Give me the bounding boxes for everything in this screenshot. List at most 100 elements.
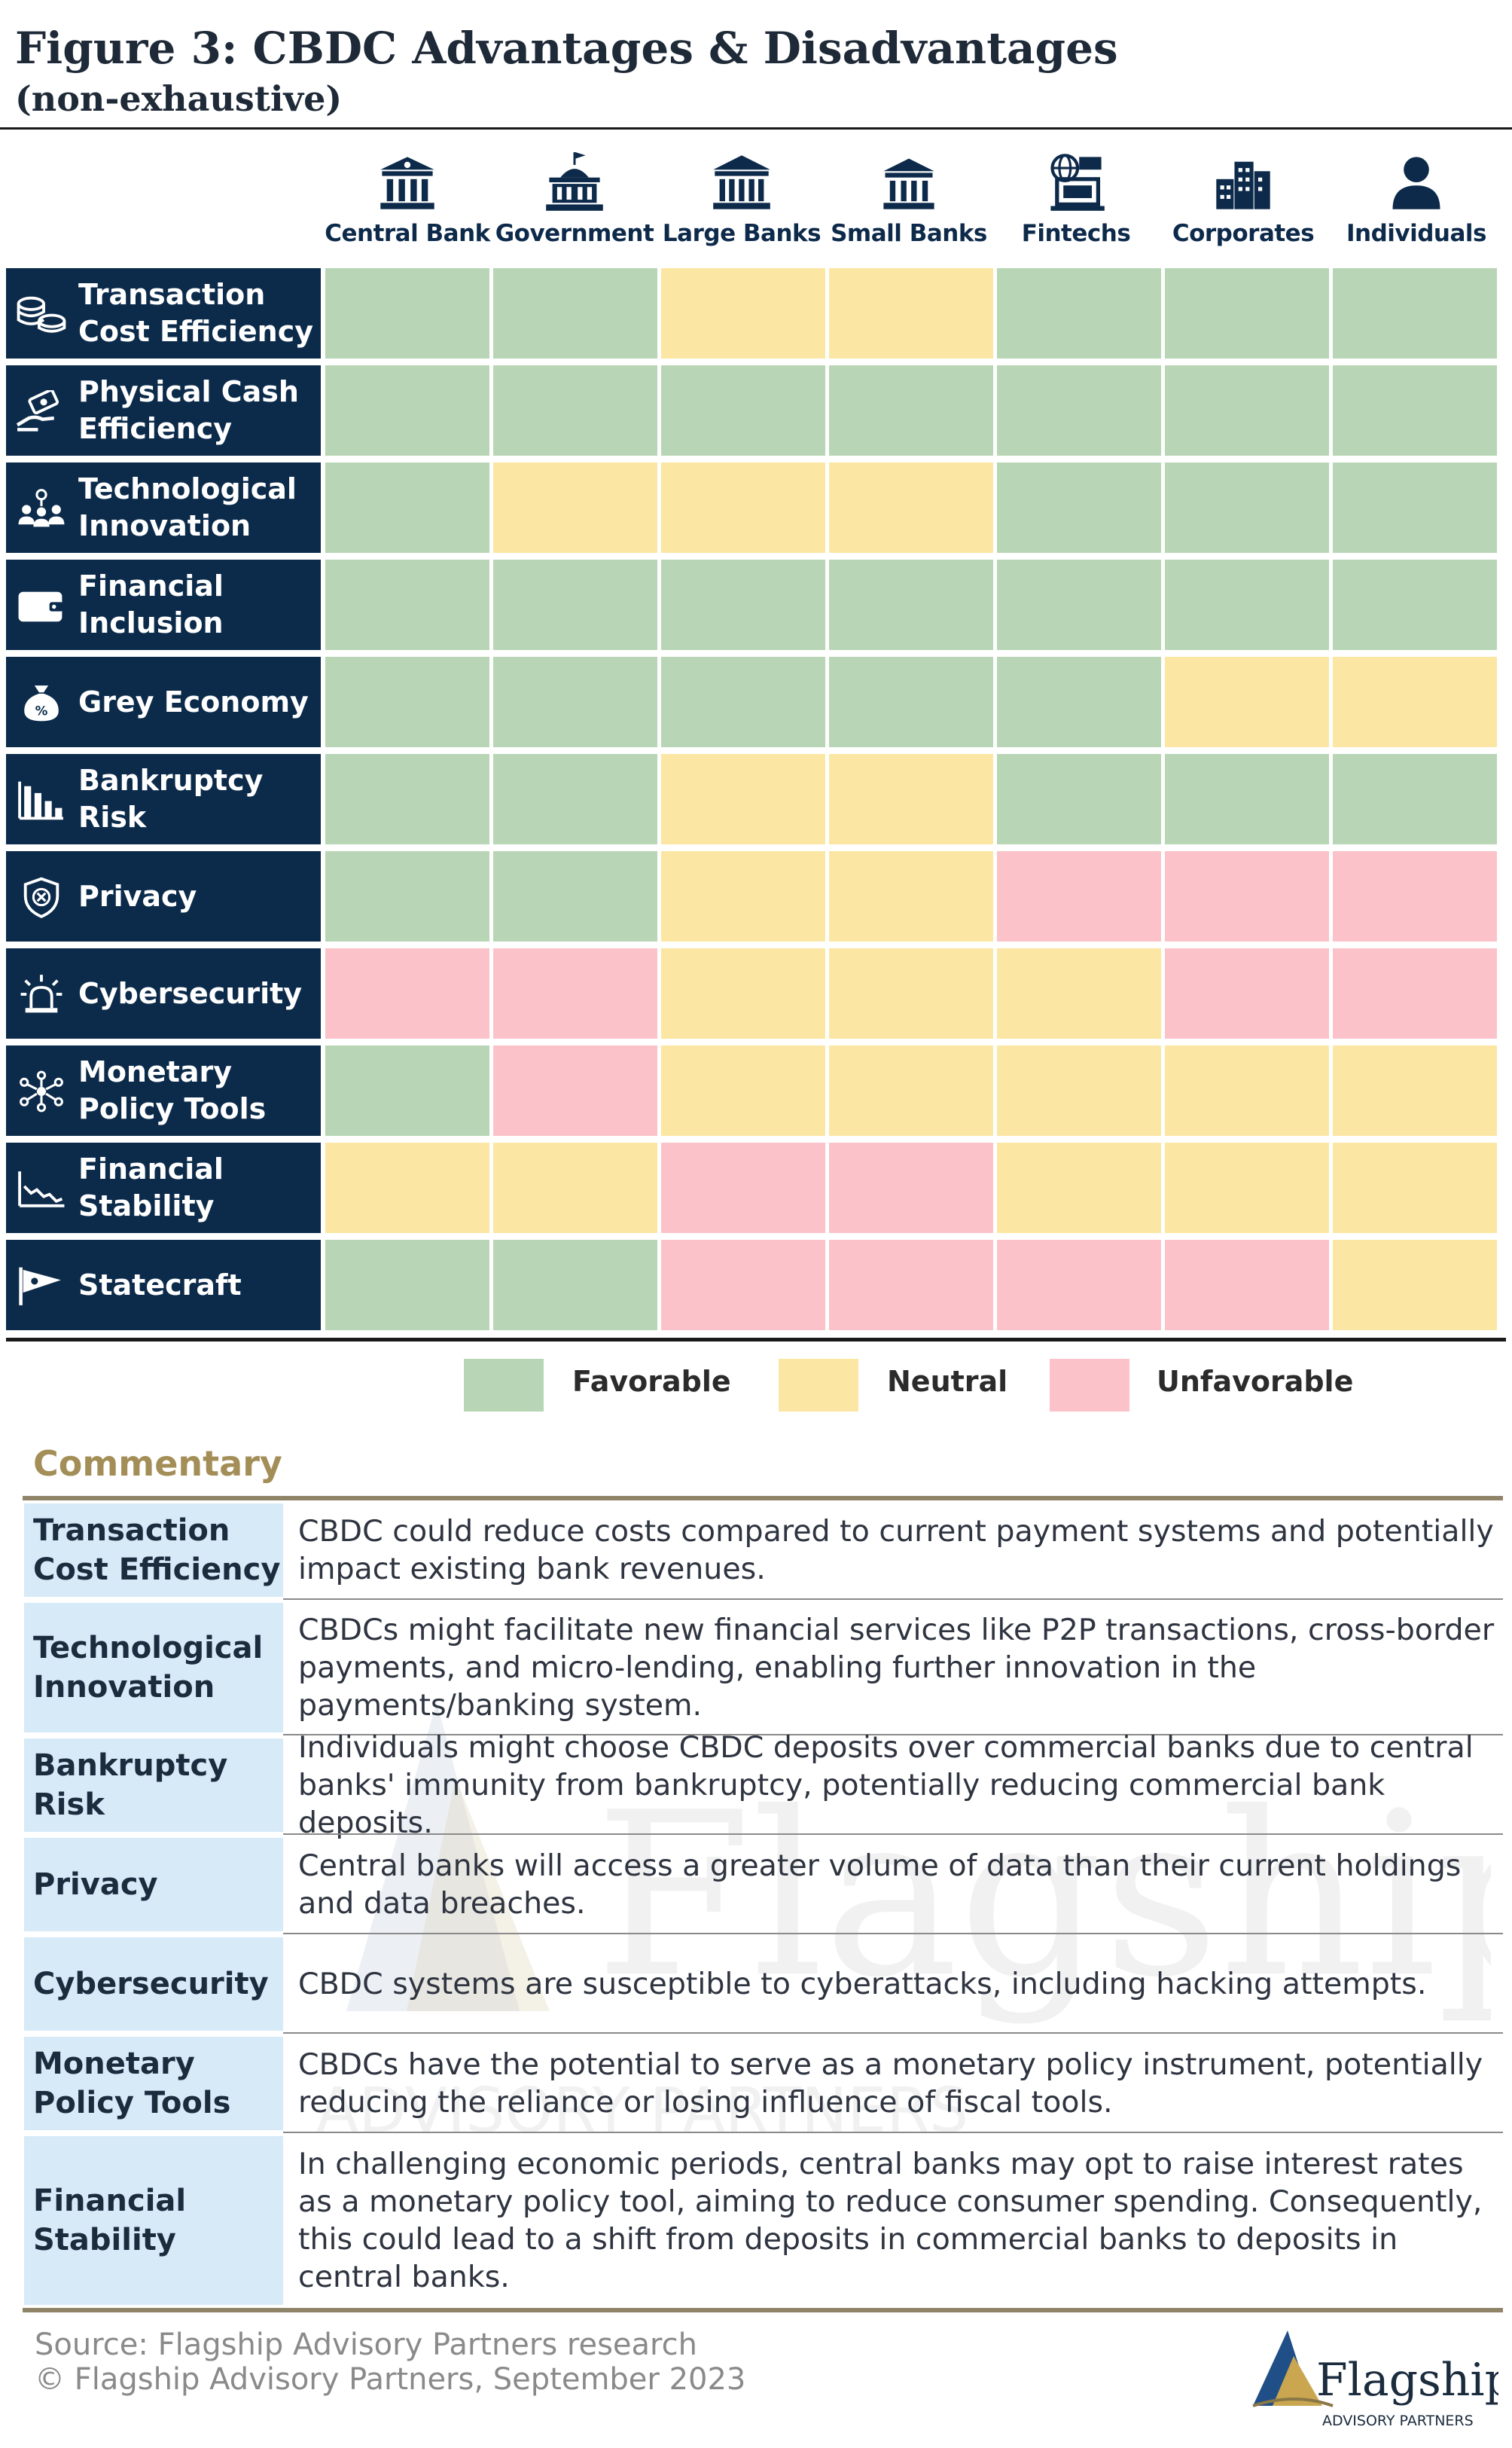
commentary-text: Individuals might choose CBDC deposits o… (298, 1730, 1474, 1840)
figure-title: Figure 3: CBDC Advantages & Disadvantage… (15, 23, 1118, 74)
figure-subtitle: (non-exhaustive) (15, 78, 343, 119)
commentary-bottom-rule (23, 2308, 1503, 2312)
rating-cell-favorable (1333, 560, 1497, 650)
column-label: Central Bank (325, 220, 490, 247)
svg-text:%: % (35, 704, 48, 719)
flagship-logo: Flagship ADVISORY PARTNERS (1252, 2330, 1498, 2429)
commentary-text: Central banks will access a greater volu… (298, 1848, 1462, 1921)
rating-cell-favorable (325, 560, 489, 650)
individuals-icon (1392, 157, 1440, 209)
row-header-statecraft: Statecraft (6, 1240, 321, 1330)
rating-cell-favorable (325, 851, 489, 942)
rating-cell-favorable (493, 560, 657, 650)
commentary-divider (283, 2132, 1503, 2133)
commentary-divider (283, 1598, 1503, 1600)
column-label: Large Banks (662, 220, 822, 247)
commentary-label: Financial Stability (24, 2136, 283, 2305)
rating-cell-favorable (1165, 754, 1329, 844)
rating-cell-neutral (661, 948, 825, 1039)
rating-cell-neutral (1333, 1045, 1497, 1136)
rating-cell-unfavorable (997, 851, 1161, 942)
rating-cell-favorable (1165, 268, 1329, 359)
rating-cell-favorable (325, 1045, 489, 1136)
commentary-divider (283, 1933, 1503, 1934)
row-label: Technological Innovation (78, 472, 297, 542)
column-label: Fintechs (1021, 220, 1131, 247)
legend-unfavorable-label: Unfavorable (1157, 1365, 1354, 1398)
rating-cell-neutral (829, 462, 993, 553)
row-header-physical-cash-efficiency: Physical Cash Efficiency (6, 365, 321, 456)
rating-cell-favorable (997, 462, 1161, 553)
rating-cell-neutral (661, 754, 825, 844)
rating-cell-neutral (661, 462, 825, 553)
rating-cell-neutral (1165, 1045, 1329, 1136)
commentary-label: Bankruptcy Risk (24, 1738, 283, 1832)
wallet-icon (18, 591, 63, 622)
fintechs-icon (1050, 154, 1105, 211)
row-header-privacy: Privacy (6, 851, 321, 942)
rating-cell-favorable (1333, 754, 1497, 844)
commentary-text: CBDC could reduce costs compared to curr… (298, 1514, 1494, 1586)
row-label: Bankruptcy Risk (78, 764, 264, 834)
column-header-corporates: Corporates (1160, 151, 1327, 264)
rating-cell-unfavorable (661, 1240, 825, 1330)
rating-cell-unfavorable (661, 1143, 825, 1233)
row-label: Monetary Policy Tools (78, 1055, 267, 1125)
row-label: Financial Stability (78, 1152, 224, 1222)
people-network-icon (18, 489, 65, 527)
legend-unfavorable-swatch (1050, 1359, 1129, 1412)
row-label: Cybersecurity (78, 976, 303, 1010)
rating-cell-unfavorable (493, 1045, 657, 1136)
commentary-text: CBDC systems are susceptible to cyberatt… (298, 1967, 1427, 2001)
row-label: Financial Inclusion (78, 569, 224, 639)
rating-cell-favorable (325, 268, 489, 359)
rating-cell-neutral (829, 754, 993, 844)
commentary-divider (283, 1734, 1503, 1735)
row-header-financial-stability: Financial Stability (6, 1143, 321, 1233)
row-label: Privacy (78, 879, 197, 913)
rating-cell-neutral (493, 462, 657, 553)
commentary-label: Cybersecurity (24, 1937, 283, 2031)
logo-name: Flagship (1316, 2354, 1498, 2407)
commentary-divider (283, 1833, 1503, 1835)
row-label: Statecraft (78, 1268, 242, 1302)
commentary-label: Technological Innovation (24, 1603, 283, 1732)
source-note: Source: Flagship Advisory Partners resea… (35, 2327, 697, 2362)
rating-cell-favorable (493, 365, 657, 456)
commentary-text: In challenging economic periods, central… (298, 2147, 1483, 2294)
rating-cell-favorable (661, 365, 825, 456)
rating-cell-favorable (829, 560, 993, 650)
row-header-cybersecurity: Cybersecurity (6, 948, 321, 1039)
rating-cell-favorable (493, 1240, 657, 1330)
rating-cell-favorable (493, 851, 657, 942)
rating-cell-favorable (1333, 365, 1497, 456)
rating-cell-favorable (493, 268, 657, 359)
rating-cell-unfavorable (829, 1143, 993, 1233)
rating-cell-neutral (829, 851, 993, 942)
column-header-large-banks: Large Banks (658, 151, 825, 264)
logo-tagline: ADVISORY PARTNERS (1322, 2413, 1474, 2429)
commentary-label: Transaction Cost Efficiency (24, 1503, 283, 1597)
rating-cell-neutral (829, 1045, 993, 1136)
rating-cell-unfavorable (1165, 948, 1329, 1039)
rating-cell-neutral (997, 1045, 1161, 1136)
rating-cell-unfavorable (493, 948, 657, 1039)
rating-cell-neutral (661, 1045, 825, 1136)
rating-cell-favorable (1333, 462, 1497, 553)
rating-cell-favorable (1165, 462, 1329, 553)
copyright-note: © Flagship Advisory Partners, September … (35, 2362, 746, 2397)
rating-cell-favorable (325, 462, 489, 553)
row-header-monetary-policy-tools: Monetary Policy Tools (6, 1045, 321, 1136)
legend-neutral-label: Neutral (887, 1365, 1008, 1398)
column-header-government: Government (491, 151, 658, 264)
legend-neutral-swatch (779, 1359, 858, 1412)
column-label: Corporates (1172, 220, 1315, 247)
row-header-grey-economy: % Grey Economy (6, 657, 321, 747)
row-label: Physical Cash Efficiency (78, 375, 299, 445)
rating-cell-neutral (661, 851, 825, 942)
rating-cell-favorable (1333, 268, 1497, 359)
row-label: Grey Economy (78, 685, 309, 719)
rating-cell-neutral (829, 268, 993, 359)
small-banks-icon (883, 158, 934, 209)
rating-cell-neutral (997, 948, 1161, 1039)
